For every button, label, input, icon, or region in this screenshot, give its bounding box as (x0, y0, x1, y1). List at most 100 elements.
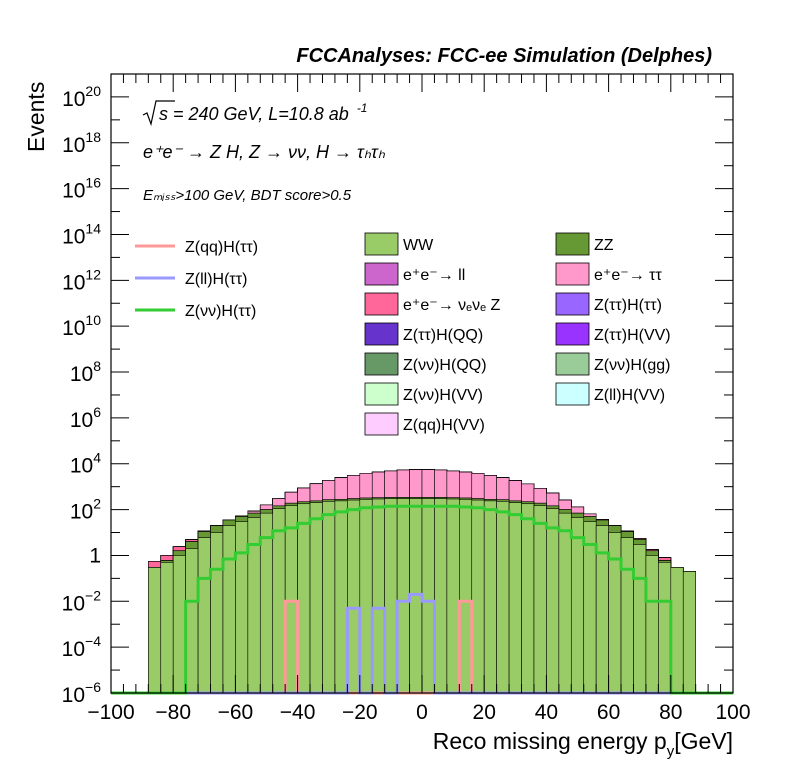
y-tick-exponent: 16 (85, 175, 101, 191)
legend-label: Z(νν)H(ττ) (185, 303, 256, 320)
y-tick-base: 10 (62, 684, 85, 707)
legend-entry: WW (364, 232, 434, 256)
y-tick-label: 104 (70, 450, 101, 478)
legend-entry: Z(ττ)H(ττ) (555, 292, 662, 316)
x-tick-label: 60 (597, 701, 620, 724)
bar (570, 517, 585, 694)
y-tick-base: 10 (62, 271, 85, 294)
x-axis-label-unit: [GeV] (674, 728, 733, 754)
bar (210, 532, 224, 694)
x-tick-label: −60 (218, 701, 254, 724)
y-tick-base: 10 (62, 134, 85, 157)
legend-entry: Z(νν)H(QQ) (364, 352, 487, 376)
legend-label: ZZ (594, 237, 614, 254)
y-tick-base: 10 (62, 88, 85, 111)
x-tick-label: −20 (342, 701, 378, 724)
legend-label: Z(νν)H(gg) (594, 357, 670, 374)
y-tick-base: 10 (70, 363, 93, 386)
legend-entry-signal: Z(ll)H(ττ) (135, 271, 247, 288)
legend-label: e⁺e⁻→ νₑνₑ Z (403, 297, 500, 314)
y-tick-label: 1020 (62, 83, 101, 111)
legend-swatch (555, 262, 590, 286)
series-0 (148, 498, 696, 694)
bar (658, 562, 672, 694)
y-tick-base: 10 (62, 592, 85, 615)
x-tick-label: −100 (87, 701, 134, 724)
y-tick-base: 10 (62, 317, 85, 340)
legend-swatch (364, 292, 399, 316)
y-tick-base: 10 (70, 409, 93, 432)
bar (148, 567, 162, 694)
y-tick-exponent: 20 (85, 83, 101, 99)
bar (235, 521, 249, 694)
y-axis-label: Events (23, 82, 49, 152)
annotation-energy: s = 240 GeV, L=10.8 ab -1 (159, 101, 367, 124)
bar (496, 500, 510, 694)
bar (384, 498, 398, 694)
y-tick-label: 108 (70, 358, 101, 386)
bar (322, 500, 336, 694)
bar (259, 512, 274, 694)
legend-label: Z(qq)H(VV) (403, 417, 485, 434)
legend-entry-signal: Z(νν)H(ττ) (135, 303, 256, 320)
legend-entry: ZZ (555, 232, 614, 256)
legend-label: Z(ττ)H(QQ) (403, 327, 483, 344)
y-tick-base: 10 (62, 180, 85, 203)
legend-entry: e⁺e⁻→ ττ (555, 262, 662, 286)
axes: −100 −80 −60 −40 −20 0 20 40 60 80 10010−610−410−2… (62, 73, 751, 724)
x-tick-label: 100 (715, 701, 750, 724)
legend-swatch (364, 322, 399, 346)
legend: Z(qq)H(ττ) Z(ll)H(ττ) Z(νν)H(ττ) WW e⁺e⁻→ ll… (135, 232, 671, 436)
y-tick-base: 10 (62, 638, 85, 661)
bar (608, 532, 622, 694)
legend-label: e⁺e⁻→ ll (403, 267, 465, 284)
legend-entry: Z(qq)H(VV) (364, 412, 485, 436)
y-tick-base: 10 (70, 501, 93, 524)
bar (483, 500, 497, 694)
x-tick-label: 40 (535, 701, 558, 724)
annotations: s = 240 GeV, L=10.8 ab -1 e⁺e⁻ → Z H, Z →… (142, 100, 386, 204)
y-tick-label: 106 (70, 404, 101, 432)
x-tick-label: 0 (416, 701, 428, 724)
legend-swatch (555, 352, 590, 376)
bar (533, 505, 547, 694)
x-axis-label-sub: y (667, 743, 675, 760)
bar (546, 508, 560, 694)
sqrt-symbol (142, 100, 175, 127)
y-tick-label: 102 (70, 496, 101, 524)
bar (583, 521, 597, 694)
bar (471, 499, 485, 694)
bar (396, 498, 410, 694)
y-tick-label: 10−4 (62, 633, 102, 661)
legend-entry: e⁺e⁻→ ll (364, 262, 465, 286)
signal-line-2 (111, 504, 733, 695)
y-tick-label: 1018 (62, 129, 101, 157)
stack-bars (148, 469, 696, 694)
legend-label: WW (403, 237, 434, 254)
legend-label: Z(νν)H(QQ) (403, 357, 487, 374)
legend-swatch (555, 292, 590, 316)
legend-swatch (364, 262, 399, 286)
y-tick-label: 1 (89, 544, 101, 567)
legend-entry: Z(νν)H(gg) (555, 352, 670, 376)
bar (620, 537, 634, 694)
y-tick-exponent: −6 (85, 679, 101, 695)
legend-entry: Z(ττ)H(QQ) (364, 322, 483, 346)
bar (645, 555, 659, 694)
x-tick-label: −40 (280, 701, 316, 724)
legend-label: Z(ll)H(VV) (594, 387, 665, 404)
bar (222, 525, 236, 694)
bar (160, 562, 174, 694)
legend-label: Z(ττ)H(VV) (594, 327, 671, 344)
legend-swatch (364, 382, 399, 406)
y-tick-label: 10−2 (62, 587, 102, 615)
legend-entry: Z(ττ)H(VV) (555, 322, 671, 346)
bar (446, 498, 460, 694)
legend-entry: Z(νν)H(VV) (364, 382, 483, 406)
legend-label: Z(ll)H(ττ) (185, 271, 247, 288)
bar (508, 502, 522, 694)
bar (371, 498, 385, 694)
bar (197, 537, 211, 694)
legend-swatch (555, 382, 590, 406)
